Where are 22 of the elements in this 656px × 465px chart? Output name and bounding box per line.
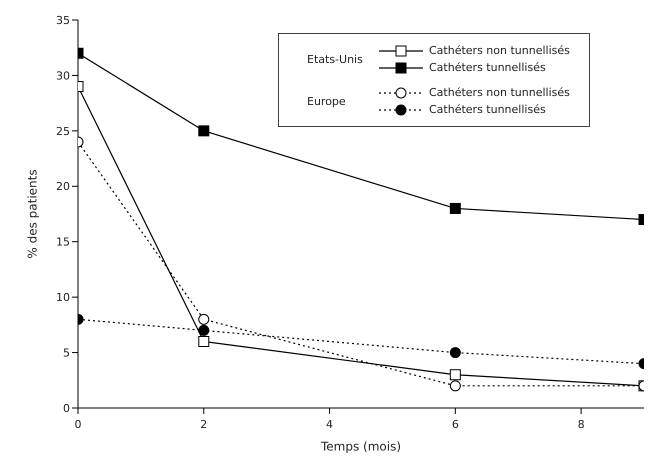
legend-label: Cathéters tunnellisés	[429, 102, 547, 118]
x-tick-label: 4	[326, 418, 334, 431]
x-axis-title: Temps (mois)	[320, 440, 402, 454]
point	[450, 380, 461, 392]
y-tick-label: 35	[56, 14, 70, 27]
y-tick-label: 15	[56, 236, 70, 249]
annotation: Etats-Unis	[307, 52, 364, 66]
x-tick-label: 2	[200, 418, 208, 431]
x-tick-label: 6	[452, 418, 459, 431]
y-tick-label: 0	[63, 402, 70, 415]
legend-label: Cathéters non tunnellisés	[429, 85, 571, 101]
legend-label: Cathéters tunnellisés	[429, 60, 547, 76]
y-tick-label: 25	[56, 124, 70, 138]
y-tick-label: 30	[56, 69, 70, 82]
y-tick-label: 5	[63, 346, 70, 360]
x-tick-label: 0	[74, 418, 82, 431]
annotation: Europe	[307, 94, 347, 108]
y-tick-label: 10	[56, 291, 70, 304]
x-tick-label: 8	[578, 418, 585, 431]
y-axis-title: % des patients	[25, 169, 40, 259]
legend-label: Cathéters non tunnellisés	[429, 43, 571, 59]
y-tick-label: 20	[56, 180, 70, 194]
